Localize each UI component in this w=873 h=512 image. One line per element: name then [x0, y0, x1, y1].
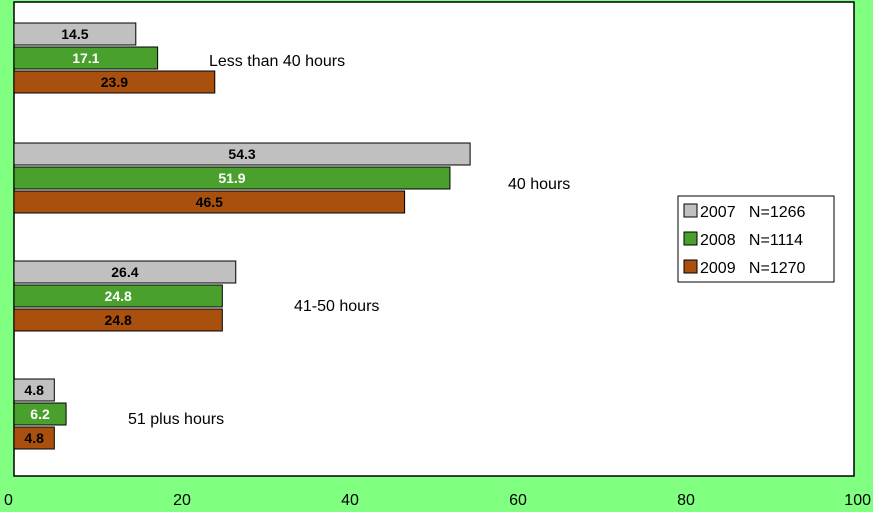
x-tick-label: 80 [677, 492, 695, 509]
data-label-2007-1: 54.3 [228, 146, 255, 162]
legend-label-2009: 2009 N=1270 [700, 260, 806, 277]
x-tick-label: 60 [509, 492, 527, 509]
bar-2007-1 [13, 142, 471, 166]
bar-2007-3 [13, 378, 55, 402]
category-labels-layer: Less than 40 hours 40 hours 41-50 hours 51 … [128, 53, 570, 428]
data-label-2008-0: 17.1 [72, 50, 99, 66]
legend: 2007 N=1266 2008 N=1114 2009 N=1270 [677, 195, 835, 283]
x-tick-label: 0 [4, 492, 13, 509]
category-label-2: 41-50 hours [294, 298, 379, 315]
legend-swatch-2007 [683, 203, 698, 218]
bar-2008-1 [13, 166, 451, 190]
x-tick-label: 40 [341, 492, 359, 509]
bars-layer: 14.5 17.123.9 54.3 51.9 46.5 26.4 24.8 24.8 4.8 6… [13, 22, 471, 450]
data-label-2007-0: 14.5 [61, 26, 88, 42]
legend-swatch-2008 [683, 231, 698, 246]
bar-2009-2 [13, 308, 223, 332]
bar-2008-3 [13, 402, 67, 426]
data-label-2009-3: 4.8 [24, 430, 44, 446]
bar-2008-0 [13, 46, 159, 70]
legend-label-2007: 2007 N=1266 [700, 204, 806, 221]
x-axis-ticks: 0 20 40 60 80 100 [4, 492, 871, 509]
category-label-1: 40 hours [508, 176, 570, 193]
data-label-2008-3: 6.2 [30, 406, 50, 422]
data-label-2007-3: 4.8 [24, 382, 44, 398]
data-label-2007-2: 26.4 [111, 264, 138, 280]
legend-label-2008: 2008 N=1114 [700, 232, 803, 249]
bar-2007-0 [13, 22, 137, 46]
category-label-3: 51 plus hours [128, 411, 224, 428]
data-label-2008-2: 24.8 [105, 288, 132, 304]
bar-2007-2 [13, 260, 237, 284]
data-label-2008-1: 51.9 [218, 170, 245, 186]
data-label-2009-1: 46.5 [196, 194, 223, 210]
bar-2009-1 [13, 190, 406, 214]
bar-2008-2 [13, 284, 223, 308]
data-label-2009-0: 23.9 [101, 74, 128, 90]
category-label-0: Less than 40 hours [209, 53, 345, 70]
data-label-2009-2: 24.8 [105, 312, 132, 328]
bar-2009-3 [13, 426, 55, 450]
x-tick-label: 20 [173, 492, 191, 509]
legend-box [677, 195, 835, 283]
x-tick-label: 100 [844, 492, 871, 509]
legend-swatch-2009 [683, 259, 698, 274]
bar-2009-0 [13, 70, 216, 94]
